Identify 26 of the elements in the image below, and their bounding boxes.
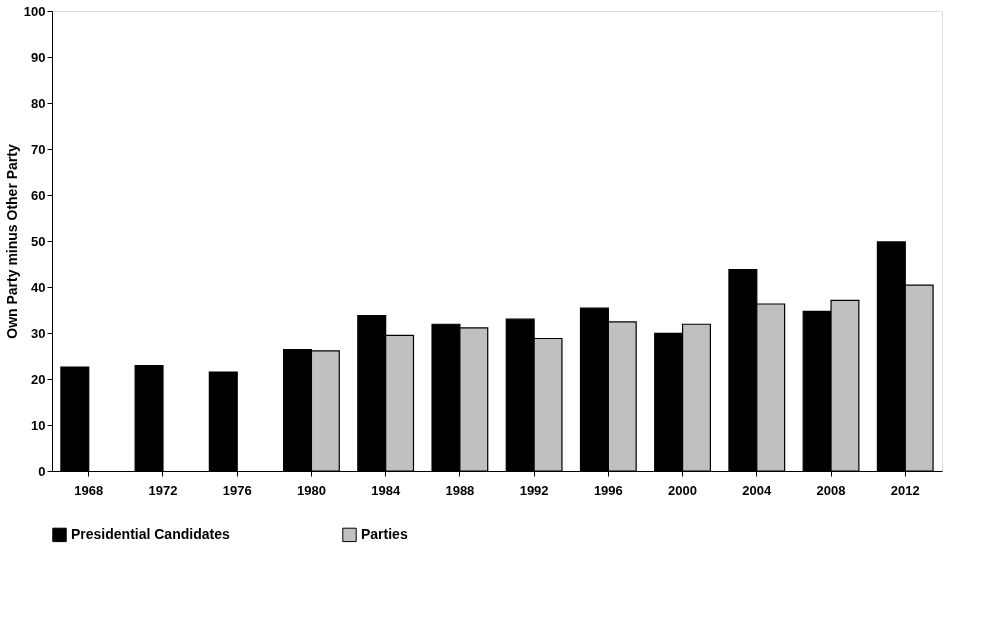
- y-tick-label: 100: [23, 3, 46, 19]
- x-tick-label: 1992: [519, 482, 549, 498]
- x-tick-label: 1968: [74, 482, 104, 498]
- y-tick-label: 20: [31, 371, 46, 387]
- x-tick-label: 1996: [593, 482, 623, 498]
- y-tick-label: 0: [38, 463, 46, 479]
- x-tick-label: 2000: [668, 482, 698, 498]
- legend-label: Presidential Candidates: [71, 525, 230, 542]
- x-tick-label: 1988: [445, 482, 475, 498]
- x-tick-label: 1976: [222, 482, 252, 498]
- x-tick-label: 1972: [148, 482, 178, 498]
- y-tick-label: 10: [31, 417, 46, 433]
- y-tick-label: 60: [31, 187, 46, 203]
- y-tick-label: 40: [31, 279, 46, 295]
- x-tick-label: 2008: [816, 482, 846, 498]
- x-tick-label: 2012: [890, 482, 920, 498]
- legend-label: Parties: [361, 525, 408, 542]
- y-tick-label: 30: [31, 325, 46, 341]
- y-tick-label: 90: [31, 49, 46, 65]
- x-tick-label: 2004: [742, 482, 773, 498]
- x-tick-label: 1980: [296, 482, 326, 498]
- y-tick-label: 70: [31, 141, 46, 157]
- x-tick-label: 1984: [371, 482, 401, 498]
- y-axis-title: Own Party minus Other Party: [3, 144, 20, 339]
- y-tick-label: 80: [31, 95, 46, 111]
- y-tick-label: 50: [31, 233, 46, 249]
